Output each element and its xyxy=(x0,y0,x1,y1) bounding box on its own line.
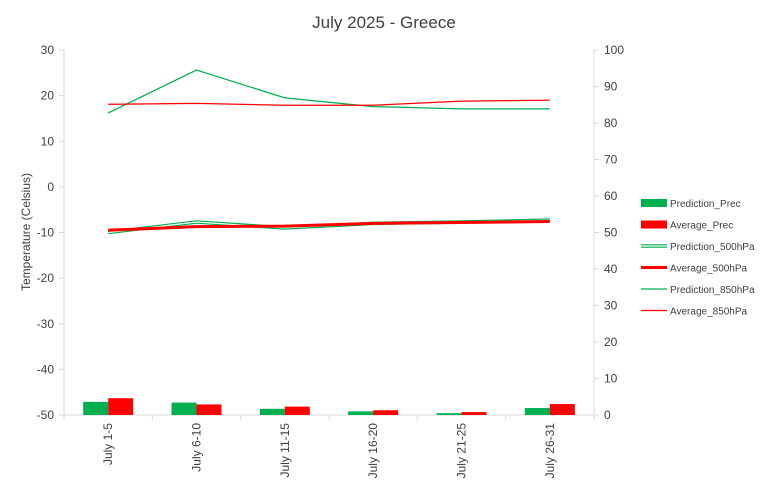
legend-prediction-500hpa-label: Prediction_500hPa xyxy=(670,242,755,253)
legend-prediction-850hpa-label: Prediction_850hPa xyxy=(670,285,755,296)
bar-average-prec xyxy=(461,412,487,415)
x-tick-label: July 6-10 xyxy=(190,423,204,472)
legend-average-500hpa-label: Average_500hPa xyxy=(670,264,748,275)
x-tick-label: July 11-15 xyxy=(278,423,292,478)
legend-prediction-500hpa: Prediction_500hPa xyxy=(641,242,755,253)
legend-prediction-prec-label: Prediction_Prec xyxy=(670,199,741,210)
bar-average-prec xyxy=(549,404,575,415)
legend-prediction-850hpa: Prediction_850hPa xyxy=(641,285,755,296)
legend-average-850hpa-label: Average_850hPa xyxy=(670,307,748,318)
bar-prediction-prec xyxy=(171,402,197,415)
x-tick-labels: July 1-5 July 6-10 July 11-15 July 16-20 Jul… xyxy=(101,423,557,479)
legend-prediction-prec-swatch xyxy=(641,199,667,207)
legend-average-prec-swatch xyxy=(641,220,667,229)
y-axis-title: Temperature (Celsius) xyxy=(19,173,33,291)
y-tick-label: 30 xyxy=(41,43,55,57)
x-tick-label: July 21-25 xyxy=(455,423,469,479)
x-tick-label: July 16-20 xyxy=(366,423,380,479)
y2-tick-label: 20 xyxy=(604,335,618,349)
bar-series xyxy=(83,398,575,415)
y2-tick-label: 100 xyxy=(604,43,624,57)
chart-title: July 2025 - Greece xyxy=(312,13,456,32)
y-tick-label: 0 xyxy=(47,180,54,194)
y-tick-label: -10 xyxy=(37,226,55,240)
legend-average-prec: Average_Prec xyxy=(641,220,733,232)
legend-average-850hpa: Average_850hPa xyxy=(641,307,748,318)
y2-tick-label: 70 xyxy=(604,153,618,167)
line-prediction-850hpa xyxy=(107,69,550,114)
bar-average-prec xyxy=(108,398,134,415)
x-tick-label: July 26-31 xyxy=(543,423,557,479)
line-series xyxy=(107,69,550,235)
legend-average-500hpa: Average_500hPa xyxy=(641,264,748,275)
y2-tick-label: 40 xyxy=(604,262,618,276)
y-tick-label: -30 xyxy=(37,317,55,331)
y-tick-label: -50 xyxy=(37,408,55,422)
y2-tick-label: 60 xyxy=(604,189,618,203)
legend: Prediction_Prec Average_Prec Prediction_50… xyxy=(641,199,755,318)
y-tick-label: 20 xyxy=(41,89,55,103)
y2-tick-label: 50 xyxy=(604,226,618,240)
line-average-500hpa xyxy=(108,220,550,232)
y2-tick-label: 0 xyxy=(604,408,611,422)
line-average-850hpa xyxy=(108,99,550,106)
legend-average-prec-label: Average_Prec xyxy=(670,221,733,232)
bar-average-prec xyxy=(284,406,310,415)
bar-prediction-prec xyxy=(436,413,462,415)
y-tick-label: 10 xyxy=(41,134,55,148)
bar-average-prec xyxy=(196,404,222,415)
legend-prediction-prec: Prediction_Prec xyxy=(641,199,741,210)
bar-prediction-prec xyxy=(259,408,285,415)
bar-prediction-prec xyxy=(524,408,550,415)
y-tick-label: -40 xyxy=(37,362,55,376)
y2-tick-label: 30 xyxy=(604,299,618,313)
bar-average-prec xyxy=(373,410,399,415)
bar-prediction-prec xyxy=(83,401,109,415)
y2-tick-label: 10 xyxy=(604,372,618,386)
y2-tick-label: 80 xyxy=(604,116,618,130)
y-tick-label: -20 xyxy=(37,271,55,285)
x-tick-label: July 1-5 xyxy=(101,423,115,465)
axes: 3020100-10-20-30-40-50100908070605040302… xyxy=(37,43,625,422)
y2-tick-label: 90 xyxy=(604,80,618,94)
bar-prediction-prec xyxy=(348,411,374,415)
